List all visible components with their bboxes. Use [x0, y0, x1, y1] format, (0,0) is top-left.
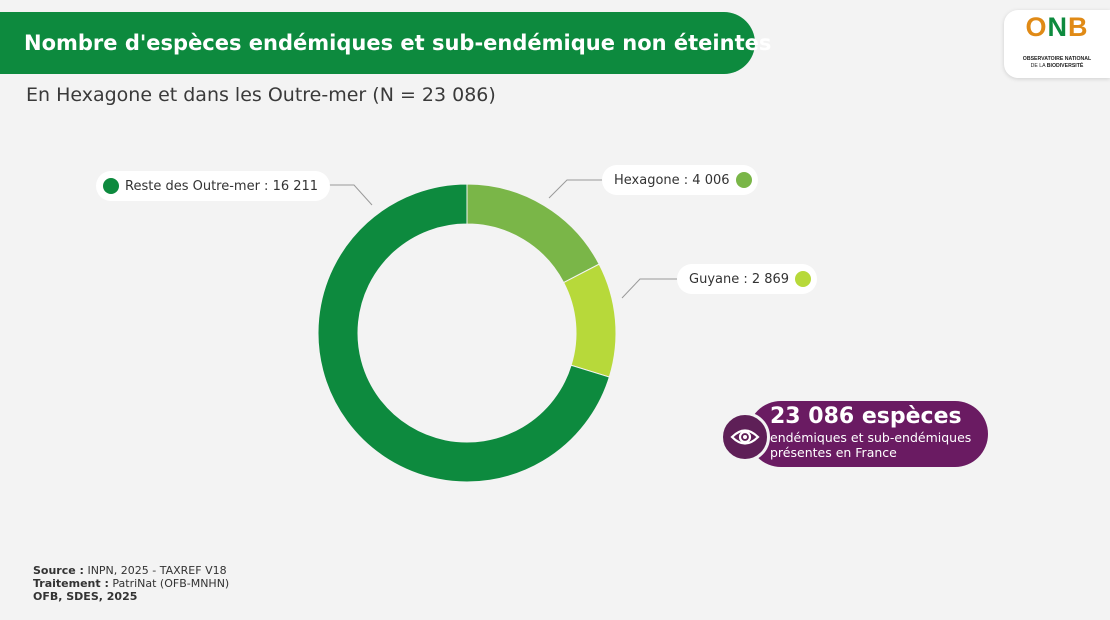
footer-source: Source : INPN, 2025 - TAXREF V18: [33, 564, 227, 577]
logo-line-2: DE LA BIODIVERSITÉ: [1030, 63, 1084, 69]
donut-slice-reste-des-outre-mer: [317, 183, 610, 483]
leader-line-reste: [322, 184, 373, 206]
logo-wordmark: ONB: [1025, 12, 1089, 42]
total-callout: 23 086 espèces endémiques et sub-endémiq…: [748, 401, 988, 467]
onb-logo: ONB OBSERVATOIRE NATIONAL DE LA BIODIVER…: [1004, 10, 1110, 78]
page-subtitle: En Hexagone et dans les Outre-mer (N = 2…: [26, 84, 496, 106]
eye-icon-badge: [720, 412, 770, 462]
callout-line-1: endémiques et sub-endémiques: [770, 430, 972, 445]
donut-slice-hexagone: [466, 183, 600, 284]
footer-credit: OFB, SDES, 2025: [33, 590, 138, 603]
footer-sources: Source : INPN, 2025 - TAXREF V18 Traitem…: [33, 564, 229, 603]
label-guyane: Guyane : 2 869: [677, 264, 818, 294]
logo-line-1: OBSERVATOIRE NATIONAL: [1022, 56, 1092, 62]
dot-hexagone: [735, 172, 752, 188]
dot-guyane: [795, 271, 812, 287]
label-reste-outre-mer: Reste des Outre-mer : 16 211: [96, 171, 331, 201]
callout-line-2: présentes en France: [770, 445, 897, 460]
leader-line-guyane: [621, 278, 678, 299]
donut-slice-guyane: [562, 263, 617, 378]
dot-reste-outre-mer: [103, 178, 119, 194]
leader-line-hexagone: [548, 179, 603, 199]
page-title: Nombre d'espèces endémiques et sub-endém…: [24, 31, 772, 55]
footer-treatment: Traitement : PatriNat (OFB-MNHN): [33, 577, 230, 590]
callout-total: 23 086 espèces: [770, 404, 962, 429]
title-banner: Nombre d'espèces endémiques et sub-endém…: [0, 12, 771, 74]
label-guyane-text: Guyane : 2 869: [689, 271, 790, 287]
eye-icon: [730, 429, 760, 445]
label-hexagone-text: Hexagone : 4 006: [614, 172, 730, 188]
label-reste-outre-mer-text: Reste des Outre-mer : 16 211: [125, 178, 319, 194]
label-hexagone: Hexagone : 4 006: [602, 165, 758, 195]
